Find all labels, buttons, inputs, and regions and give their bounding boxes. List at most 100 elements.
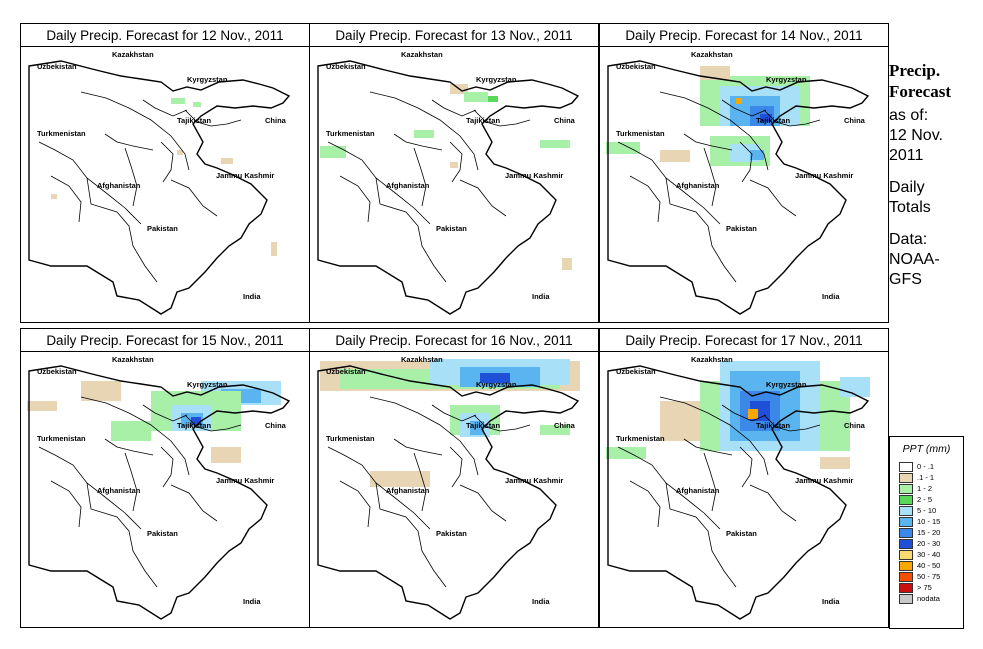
asof-label: as of: (889, 107, 929, 124)
precip-region (748, 409, 758, 419)
province-border (124, 147, 138, 207)
place-label-tajikistan: Tajikistan (177, 421, 212, 430)
province-border (683, 133, 733, 151)
precip-region (320, 146, 346, 158)
place-label-tajikistan: Tajikistan (177, 116, 212, 125)
province-border (160, 446, 174, 488)
panel-title: Daily Precip. Forecast for 13 Nov., 2011 (310, 24, 598, 47)
precip-region (211, 447, 241, 463)
asof-year: 2011 (889, 147, 924, 164)
province-border (721, 404, 767, 422)
place-label-kyrgyzstan: Kyrgyzstan (476, 380, 517, 389)
province-border (184, 109, 242, 127)
legend-swatch (899, 538, 913, 549)
country-outline (317, 365, 580, 620)
province-border (170, 179, 218, 217)
side-title-line2: Forecast (889, 82, 951, 101)
place-label-india: India (822, 292, 840, 301)
legend-swatch (899, 549, 913, 560)
province-border (431, 404, 477, 422)
province-border (369, 396, 479, 476)
map-svg (28, 60, 291, 315)
province-border (369, 91, 479, 171)
country-outline (607, 60, 870, 315)
legend-label: 40 - 50 (917, 561, 941, 570)
data-source-line2: GFS (889, 271, 922, 288)
map-svg (606, 361, 870, 620)
legend-swatch (899, 582, 913, 593)
place-label-china: China (265, 421, 286, 430)
forecast-panel-17-nov: Daily Precip. Forecast for 17 Nov., 2011… (599, 328, 889, 628)
province-border (459, 179, 507, 217)
place-label-kyrgyzstan: Kyrgyzstan (766, 75, 807, 84)
province-border (170, 484, 218, 522)
precip-region (540, 425, 570, 435)
province-border (659, 91, 769, 171)
province-border (413, 147, 427, 207)
place-label-tajikistan: Tajikistan (756, 421, 791, 430)
map-svg (317, 359, 580, 620)
forecast-map: Kazakhstan Uzbekistan Kyrgyzstan Tajikistan… (310, 46, 598, 322)
precip-region (27, 401, 57, 411)
place-label-pakistan: Pakistan (436, 224, 467, 233)
province-border (86, 482, 158, 588)
place-label-pakistan: Pakistan (147, 529, 178, 538)
legend-swatch (899, 516, 913, 527)
legend-label: 20 - 30 (917, 539, 941, 548)
place-label-jammu-kashmir: Jammu Kashmir (505, 171, 564, 180)
place-label-kazakhstan: Kazakhstan (691, 50, 733, 59)
place-label-china: China (844, 116, 865, 125)
province-border (393, 438, 443, 456)
precip-region (736, 98, 742, 104)
precip-region (177, 150, 183, 155)
precip-region (81, 381, 121, 401)
legend-item: 2 - 5 (899, 494, 963, 505)
map-svg (27, 365, 291, 620)
province-border (142, 404, 188, 422)
legend-label: 0 - .1 (917, 462, 935, 471)
panel-title: Daily Precip. Forecast for 15 Nov., 2011 (21, 329, 309, 352)
province-border (393, 133, 443, 151)
place-label-uzbekistan: Uzbekistan (37, 367, 77, 376)
totals-label: Totals (889, 199, 931, 216)
province-border (104, 438, 154, 456)
province-border (80, 91, 190, 171)
precip-region (193, 102, 201, 107)
legend-item: nodata (899, 593, 963, 604)
place-label-india: India (243, 597, 261, 606)
place-label-jammu-kashmir: Jammu Kashmir (216, 476, 275, 485)
legend-label: nodata (917, 594, 940, 603)
province-border (50, 480, 82, 528)
legend-swatch (899, 505, 913, 516)
province-border (50, 175, 82, 223)
province-border (413, 452, 427, 512)
province-border (160, 141, 174, 183)
precip-region (191, 417, 201, 425)
place-label-pakistan: Pakistan (147, 224, 178, 233)
forecast-panel-15-nov: Daily Precip. Forecast for 15 Nov., 2011… (20, 328, 310, 628)
precip-region (171, 98, 185, 104)
map-svg (606, 60, 870, 315)
legend-label: 10 - 15 (917, 517, 941, 526)
province-border (763, 414, 821, 432)
data-source-line1: NOAA- (889, 251, 940, 268)
place-label-turkmenistan: Turkmenistan (616, 434, 665, 443)
place-label-kyrgyzstan: Kyrgyzstan (187, 75, 228, 84)
province-border (449, 141, 463, 183)
place-label-afghanistan: Afghanistan (386, 181, 430, 190)
legend-item: 0 - .1 (899, 461, 963, 472)
legend-item: 10 - 15 (899, 516, 963, 527)
place-label-kyrgyzstan: Kyrgyzstan (766, 380, 807, 389)
precip-region (111, 421, 151, 441)
legend-item: 1 - 2 (899, 483, 963, 494)
precip-region (370, 471, 430, 487)
legend-swatch (899, 560, 913, 571)
province-border (629, 480, 661, 528)
place-label-kyrgyzstan: Kyrgyzstan (476, 75, 517, 84)
legend-swatch (899, 527, 913, 538)
forecast-map: Kazakhstan Uzbekistan Kyrgyzstan Tajikistan… (21, 351, 309, 627)
precip-region (271, 242, 277, 256)
place-label-turkmenistan: Turkmenistan (326, 129, 375, 138)
legend-swatch (899, 494, 913, 505)
side-info: Precip. Forecast as of: 12 Nov. 2011 Dai… (889, 60, 979, 290)
